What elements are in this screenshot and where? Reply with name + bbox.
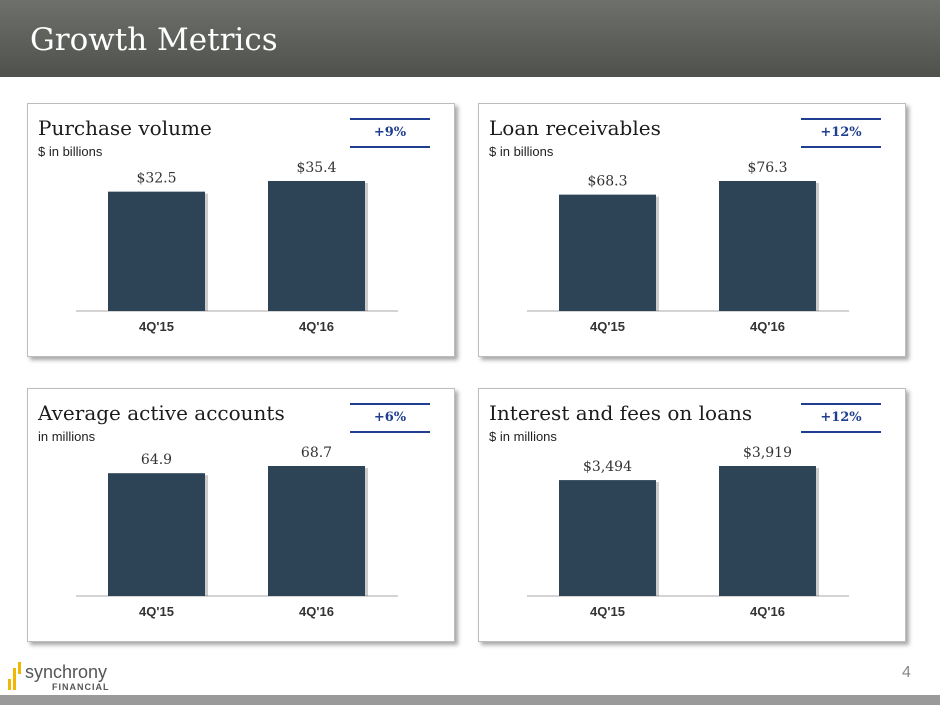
synchrony-logo: synchrony FINANCIAL (8, 662, 148, 694)
page-title: Growth Metrics (30, 22, 278, 58)
chart-subtitle: $ in billions (38, 144, 103, 159)
bar (719, 466, 816, 596)
bar (268, 466, 365, 596)
data-label: $76.3 (747, 160, 787, 176)
category-label: 4Q'15 (139, 319, 174, 334)
data-label: $3,494 (583, 459, 632, 475)
chart-subtitle: $ in billions (489, 144, 554, 159)
bar (108, 191, 205, 311)
category-label: 4Q'15 (590, 319, 625, 334)
category-label: 4Q'15 (139, 604, 174, 619)
chart-panel-loan-receivables: Loan receivables $ in billions +12% $68.3… (478, 103, 906, 357)
category-label: 4Q'16 (750, 319, 785, 334)
logo-subtext: FINANCIAL (52, 682, 110, 692)
bar-chart: $68.3 4Q'15 $76.3 4Q'16 (527, 160, 849, 334)
bar-chart: 64.9 4Q'15 68.7 4Q'16 (76, 445, 398, 619)
bar-chart: $3,494 4Q'15 $3,919 4Q'16 (527, 445, 849, 619)
header-bar: Growth Metrics (0, 0, 940, 77)
chart-title: Loan receivables (489, 116, 661, 140)
bar (719, 181, 816, 311)
logo-text: synchrony (25, 662, 108, 682)
data-label: $3,919 (743, 445, 792, 461)
data-label: 68.7 (301, 445, 332, 461)
chart-subtitle: in millions (38, 429, 96, 444)
category-label: 4Q'16 (750, 604, 785, 619)
data-label: $68.3 (587, 174, 627, 190)
bar (268, 181, 365, 311)
bar (559, 480, 656, 596)
data-label: 64.9 (141, 452, 172, 468)
chart-panel-purchase-volume: Purchase volume $ in billions +9% $32.5 4Q… (27, 103, 455, 357)
change-badge: +9% (350, 118, 430, 148)
footer-bar (0, 695, 940, 705)
change-badge: +12% (801, 118, 881, 148)
category-label: 4Q'15 (590, 604, 625, 619)
chart-title: Purchase volume (38, 116, 212, 140)
logo-bars-icon (8, 662, 21, 690)
chart-title: Interest and fees on loans (489, 401, 753, 425)
bar-chart: $32.5 4Q'15 $35.4 4Q'16 (76, 160, 398, 334)
chart-subtitle: $ in millions (489, 429, 557, 444)
chart-panel-interest-fees: Interest and fees on loans $ in millions… (478, 388, 906, 642)
data-label: $35.4 (296, 160, 336, 176)
chart-title: Average active accounts (38, 401, 285, 425)
change-badge: +6% (350, 403, 430, 433)
chart-panel-average-active-accounts: Average active accounts in millions +6% 6… (27, 388, 455, 642)
category-label: 4Q'16 (299, 604, 334, 619)
data-label: $32.5 (136, 171, 176, 187)
bar (108, 473, 205, 596)
change-badge: +12% (801, 403, 881, 433)
page-number: 4 (902, 664, 911, 681)
bar (559, 194, 656, 311)
category-label: 4Q'16 (299, 319, 334, 334)
